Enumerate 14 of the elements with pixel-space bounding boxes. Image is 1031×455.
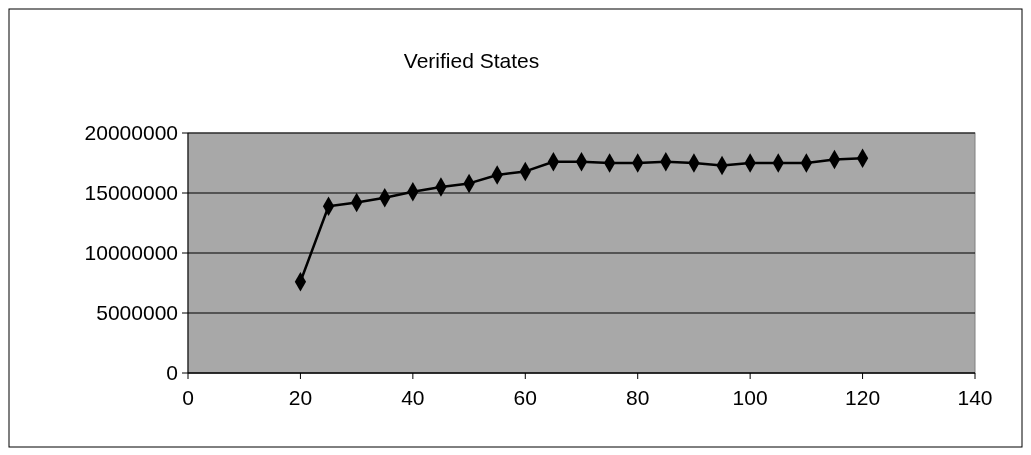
x-tick-label: 0 xyxy=(182,386,194,409)
y-tick-label: 10000000 xyxy=(84,241,178,265)
x-tick-label: 20 xyxy=(288,386,313,409)
x-tick-label: 60 xyxy=(513,386,537,409)
x-tick-label: 100 xyxy=(732,386,768,409)
y-tick-label: 15000000 xyxy=(84,181,178,205)
y-tick-label: 5000000 xyxy=(96,301,178,325)
x-tick-label: 80 xyxy=(626,386,650,409)
y-tick-label: 0 xyxy=(166,361,178,385)
x-tick-label: 140 xyxy=(957,386,993,409)
x-tick-label: 40 xyxy=(401,386,425,409)
chart-title: Verified States xyxy=(403,49,540,72)
x-tick-label: 120 xyxy=(845,386,881,409)
y-tick-label: 20000000 xyxy=(84,121,178,145)
